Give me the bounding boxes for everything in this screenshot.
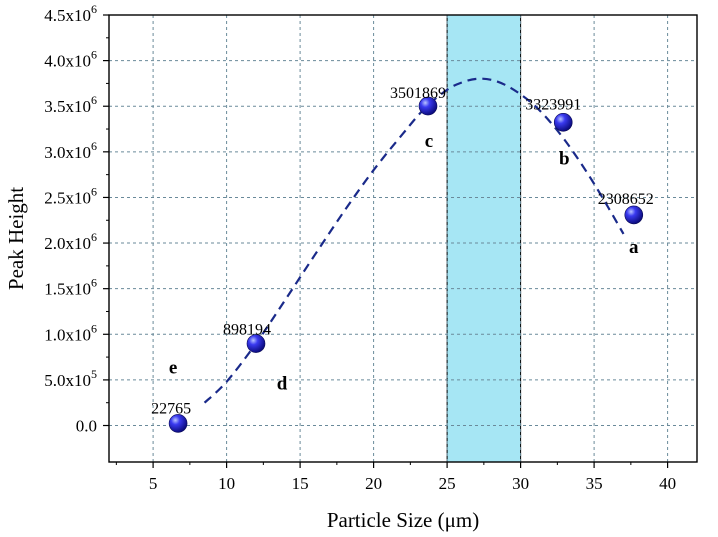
y-axis-title: Peak Height: [4, 187, 28, 290]
point-letter-label: b: [559, 148, 570, 169]
y-tick-label: 4.0x106: [44, 48, 97, 71]
point-letter-label: e: [169, 357, 177, 378]
data-value-label: 898194: [223, 322, 271, 339]
data-point: [624, 205, 644, 225]
highlight-band: [446, 14, 522, 463]
x-tick-label: 20: [365, 474, 382, 493]
x-tick-label: 10: [218, 474, 235, 493]
y-tick-label: 0.0: [76, 417, 97, 436]
data-point: [553, 112, 573, 132]
y-tick-label: 5.0x105: [44, 367, 97, 390]
x-tick-label: 25: [439, 474, 456, 493]
y-tick-label: 2.0x106: [44, 230, 97, 253]
x-tick-label: 30: [512, 474, 529, 493]
point-letter-label: d: [277, 374, 288, 395]
x-tick-label: 40: [659, 474, 676, 493]
highlight-band-layer: [446, 14, 522, 463]
y-tick-label: 4.5x106: [44, 2, 97, 25]
tick-layer: 5 10 15 20 25 30 35 40 0.0 5.0x105 1.0x106 1.5x106 2…: [44, 2, 676, 493]
y-tick-label: 1.5x106: [44, 276, 97, 299]
data-value-label: 2308652: [598, 191, 654, 208]
y-tick-label: 3.5x106: [44, 93, 97, 116]
x-tick-label: 5: [149, 474, 158, 493]
fit-curve-layer: [203, 77, 625, 404]
data-point: [418, 96, 438, 116]
data-value-label: 3323991: [525, 96, 581, 113]
point-layer: 22765 e 898194 d 3501869 c 3323991 b 2308652 a: [151, 85, 654, 433]
y-tick-label: 1.0x106: [44, 321, 97, 344]
point-letter-label: c: [425, 131, 433, 152]
data-value-label: 3501869: [390, 85, 446, 102]
data-point: [168, 414, 188, 433]
y-tick-label: 2.5x106: [44, 184, 97, 207]
x-tick-label: 15: [292, 474, 309, 493]
point-letter-label: a: [629, 237, 639, 258]
data-point: [246, 334, 266, 353]
grid-layer: [109, 14, 697, 462]
y-tick-label: 3.0x106: [44, 139, 97, 162]
data-value-label: 22765: [151, 400, 191, 417]
plot-frame: [108, 14, 698, 463]
x-axis-title: Particle Size (μm): [327, 508, 479, 532]
x-tick-label: 35: [586, 474, 603, 493]
fit-curve: [203, 77, 625, 404]
